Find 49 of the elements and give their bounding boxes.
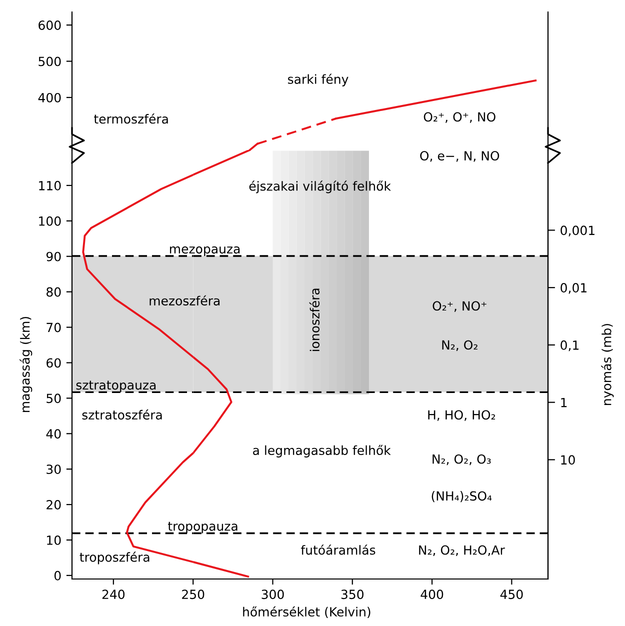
- annotation: N₂, O₂, O₃: [432, 454, 491, 466]
- text: 1: [561, 398, 567, 408]
- y2-axis-title: nyomás (mb): [601, 324, 614, 405]
- x-tick-label: 350: [341, 590, 364, 600]
- x-tick-label: 400: [420, 590, 444, 600]
- x-tick-label: 250: [182, 590, 204, 600]
- annotation: sarki fény: [288, 74, 348, 86]
- ref-line-label: sztratopauza: [76, 380, 156, 392]
- y-tick-label: 400: [38, 92, 61, 102]
- annotation: N₂, O₂: [442, 340, 478, 351]
- x-axis-title: hőmérséklet (Kelvin): [243, 606, 370, 618]
- y-tick-label: 500: [38, 56, 61, 66]
- x-tick-label: 450: [500, 590, 523, 600]
- text: 10: [561, 455, 575, 465]
- y-tick-label: 90: [46, 252, 61, 262]
- y-tick-label: 20: [46, 500, 61, 510]
- y-axis-title: magasság (km): [20, 316, 32, 412]
- ref-line-label: mezopauza: [170, 246, 240, 256]
- annotation: a legmagasabb felhők: [253, 444, 391, 458]
- annotation: ionoszféra: [309, 288, 320, 352]
- annotation: sztratoszféra: [82, 409, 162, 420]
- y-tick-label: 100: [39, 216, 61, 226]
- y-tick-label: 600: [38, 20, 61, 30]
- y-tick-label: 50: [46, 394, 61, 404]
- y-tick-label: 70: [46, 322, 61, 332]
- y-tick-label: 80: [46, 287, 61, 297]
- annotation: N₂, O₂, H₂O,Ar: [419, 545, 505, 556]
- annotation: futóáramlás: [300, 544, 376, 555]
- ref-line-label: tropopauza: [168, 522, 238, 534]
- text: 0,01: [560, 283, 586, 294]
- annotation: H, HO, HO₂: [428, 410, 496, 421]
- text: 0,001: [560, 226, 594, 236]
- y-tick-label: 60: [46, 358, 61, 368]
- annotation: mezoszféra: [150, 295, 220, 306]
- y-tick-label: 110: [39, 180, 61, 190]
- y-tick-label: 10: [47, 535, 61, 545]
- y-tick-label: 30: [46, 464, 61, 474]
- x-tick-label: 240: [102, 590, 125, 600]
- annotation: O₂⁺, NO⁺: [432, 301, 486, 312]
- annotation: (NH₄)₂SO₄: [432, 491, 492, 502]
- text: 0,1: [560, 340, 579, 352]
- y-tick-label: 0: [54, 570, 61, 580]
- x-tick-label: 300: [262, 590, 284, 600]
- annotation: termoszféra: [94, 114, 168, 124]
- annotation: éjszakai világító felhők: [249, 180, 391, 194]
- annotation: troposzféra: [80, 552, 150, 564]
- annotation: O₂⁺, O⁺, NO: [424, 112, 496, 123]
- annotation: O, e−, N, NO: [420, 151, 500, 162]
- y-tick-label: 40: [46, 429, 61, 439]
